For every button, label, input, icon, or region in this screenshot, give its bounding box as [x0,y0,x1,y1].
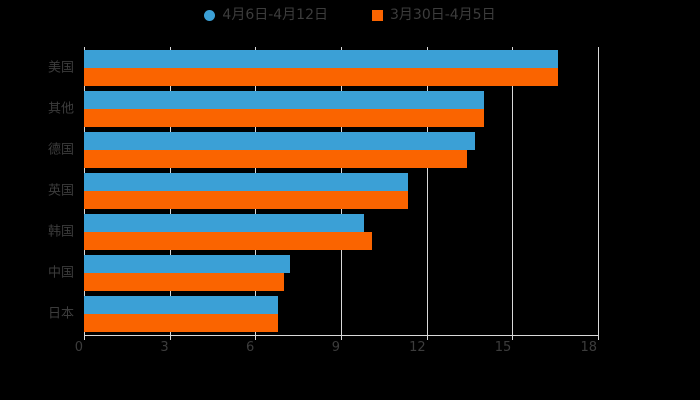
x-tick-mark-0 [84,335,85,340]
x-tick-label-0: 0 [74,340,83,355]
x-tick-label-6: 6 [246,340,255,355]
x-tick-mark-12 [426,335,428,340]
x-tick-mark-3 [169,335,171,340]
y-tick-label-英国: 英国 [47,183,74,199]
bar-中国-series-1[interactable] [84,273,284,292]
x-tick-label-18: 18 [580,340,597,355]
bar-中国-series-0[interactable] [84,255,290,274]
legend-item-series-1[interactable]: 3月30日-4月5日 [372,8,496,22]
x-tick-mark-6 [255,335,257,340]
x-tick-label-3: 3 [160,340,169,355]
x-tick-mark-9 [341,335,342,340]
bar-韩国-series-1[interactable] [84,232,373,251]
y-tick-label-其他: 其他 [47,101,74,117]
bar-美国-series-0[interactable] [84,49,559,68]
plot-area [84,47,599,335]
x-tick-mark-15 [512,335,514,340]
bar-英国-series-0[interactable] [84,173,409,191]
bar-日本-series-0[interactable] [84,296,279,315]
legend-label-series-1: 3月30日-4月5日 [390,7,496,23]
y-tick-label-美国: 美国 [47,60,74,76]
y-axis-labels: 美国其他德国英国韩国中国日本 [0,0,74,400]
legend-marker-circle-icon [204,9,216,21]
bar-德国-series-0[interactable] [84,131,476,150]
y-tick-label-日本: 日本 [47,306,74,322]
bar-美国-series-1[interactable] [84,67,559,86]
x-tick-label-12: 12 [409,340,426,355]
bar-其他-series-0[interactable] [84,90,484,109]
gridline-x-15 [512,47,514,335]
bar-韩国-series-0[interactable] [84,214,364,233]
chart-legend: 4月6日-4月12日 3月30日-4月5日 [0,8,700,22]
bar-德国-series-1[interactable] [84,149,467,168]
legend-item-series-0[interactable]: 4月6日-4月12日 [204,8,328,22]
legend-marker-square-icon [372,9,383,21]
x-tick-label-15: 15 [494,340,512,355]
x-tick-label-9: 9 [331,340,340,355]
y-tick-label-韩国: 韩国 [47,224,74,240]
legend-label-series-0: 4月6日-4月12日 [222,7,328,23]
x-tick-mark-18 [598,335,599,340]
y-tick-label-中国: 中国 [47,265,74,281]
gridline-x-18 [598,47,599,335]
bar-英国-series-1[interactable] [84,191,409,209]
bar-日本-series-1[interactable] [84,314,279,333]
bar-其他-series-1[interactable] [84,108,484,127]
gridline-x-12 [426,47,428,335]
y-tick-label-德国: 德国 [47,142,74,158]
